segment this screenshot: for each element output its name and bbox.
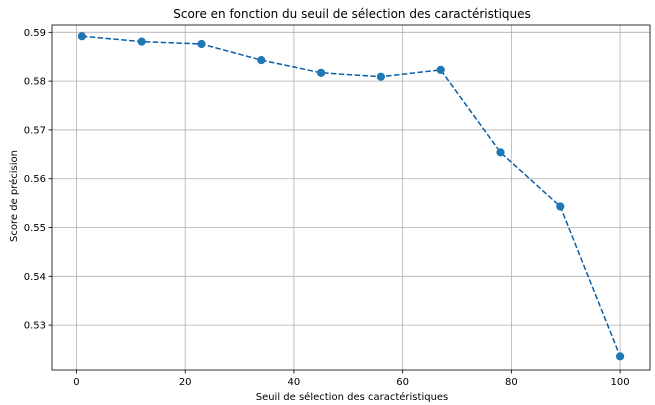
x-axis-ticks: 0 20 40 60 80 100 bbox=[73, 370, 630, 388]
data-point bbox=[257, 56, 266, 65]
y-tick-label: 0.57 bbox=[24, 125, 46, 136]
data-point bbox=[317, 68, 326, 77]
data-point bbox=[616, 352, 625, 361]
series-group bbox=[77, 32, 625, 361]
data-point bbox=[137, 37, 146, 46]
series-line bbox=[81, 35, 621, 357]
plot-area-frame bbox=[51, 24, 651, 371]
x-tick-label: 40 bbox=[288, 377, 301, 388]
y-tick-label: 0.55 bbox=[24, 223, 46, 234]
grid-lines bbox=[52, 25, 650, 370]
data-point bbox=[436, 65, 445, 74]
x-tick-label: 20 bbox=[179, 377, 192, 388]
y-tick-label: 0.59 bbox=[24, 28, 46, 39]
data-point bbox=[496, 148, 505, 157]
chart-title: Score en fonction du seuil de sélection … bbox=[173, 7, 531, 21]
y-tick-label: 0.54 bbox=[24, 272, 46, 283]
data-point bbox=[197, 39, 206, 49]
y-axis-label: Score de précision bbox=[8, 150, 20, 242]
x-axis-label: Seuil de sélection des caractéristiques bbox=[256, 391, 449, 403]
y-tick-label: 0.53 bbox=[24, 321, 46, 332]
data-point bbox=[77, 32, 87, 41]
y-tick-label: 0.56 bbox=[24, 174, 46, 185]
x-tick-label: 80 bbox=[505, 377, 518, 388]
data-point bbox=[556, 202, 565, 211]
x-tick-label: 60 bbox=[396, 377, 409, 388]
y-axis-ticks: 0.53 0.54 0.55 0.56 0.57 0.58 0.59 bbox=[24, 28, 52, 332]
data-point bbox=[376, 72, 385, 81]
y-tick-label: 0.58 bbox=[24, 77, 46, 88]
x-tick-label: 0 bbox=[73, 377, 79, 388]
x-tick-label: 100 bbox=[611, 377, 630, 388]
